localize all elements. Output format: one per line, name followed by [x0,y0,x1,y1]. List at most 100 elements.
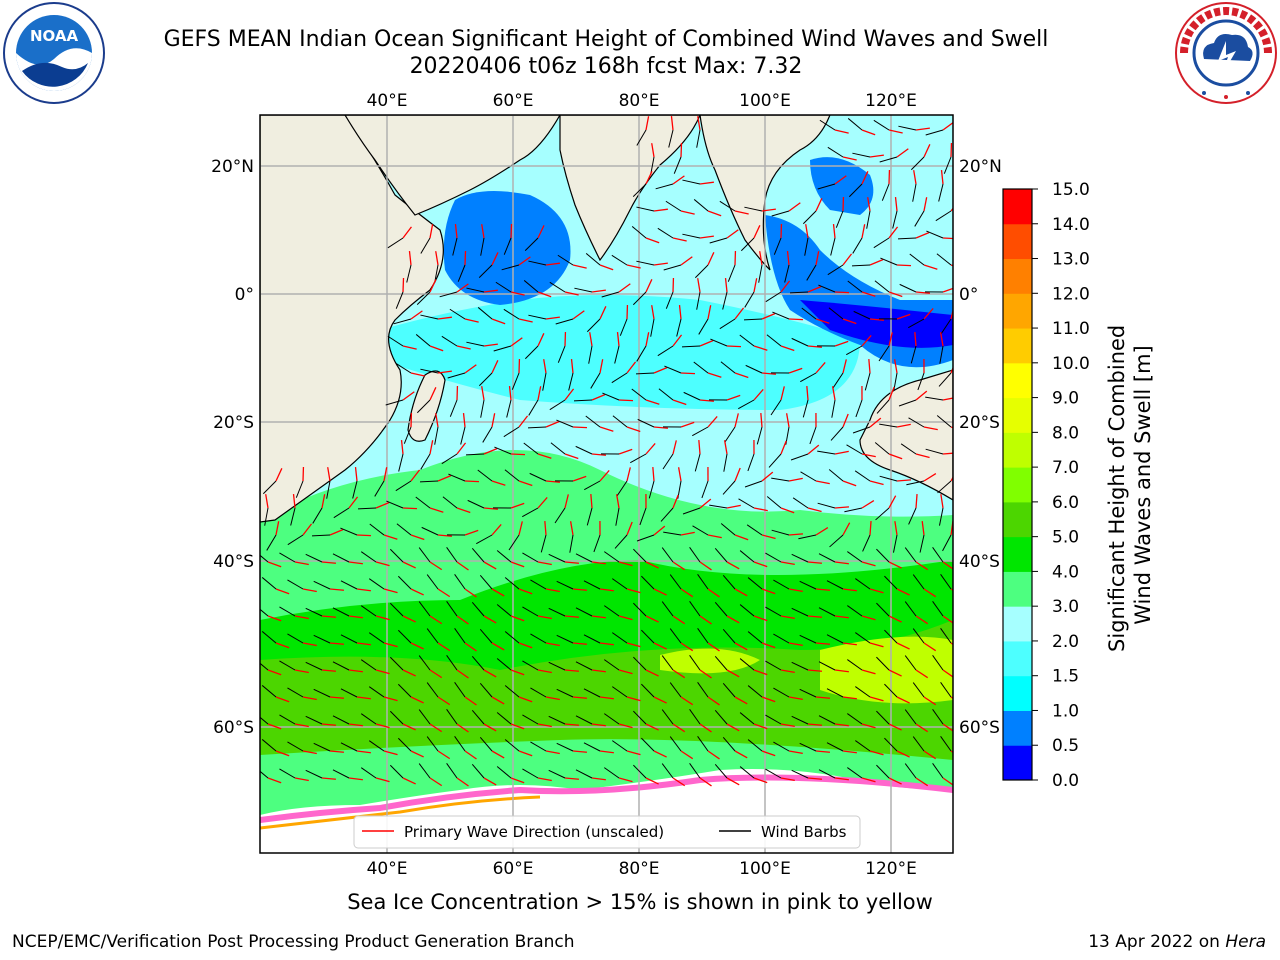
wave-direction-arrow [491,588,505,597]
wind-barb [454,628,466,644]
wave-direction-arrow [942,287,953,293]
colorbar-segment [1003,745,1032,781]
wave-direction-arrow [760,412,763,428]
wave-direction-arrow [861,335,872,347]
wind-barb [326,480,331,499]
wind-barb [385,399,404,406]
wave-direction-arrow [815,696,831,699]
wind-barb [340,742,358,752]
wave-direction-arrow [915,291,931,294]
wave-direction-arrow [834,723,849,727]
wind-barb [727,264,736,282]
wind-barb [395,362,412,374]
wave-direction-arrow [734,642,748,651]
wave-direction-arrow [815,362,826,374]
wind-barb [692,426,709,437]
wave-direction-arrow [869,750,884,756]
wind-barb [636,345,647,362]
wave-direction-arrow [915,493,918,509]
wind-barb [290,507,296,526]
chart-legend: Primary Wave Direction (unscaled) Wind B… [353,815,861,849]
wave-direction-arrow [483,561,497,570]
wind-barb [426,682,439,698]
wave-low-scs [810,157,874,215]
colorbar-segment [1003,571,1032,607]
wind-barb [932,601,944,617]
chart-title: GEFS MEAN Indian Ocean Significant Heigh… [163,27,1049,52]
wave-direction-arrow [888,669,902,677]
wave-direction-arrow [807,345,823,348]
wind-barb [765,606,782,617]
wave-direction-arrow [375,501,390,509]
wave-direction-arrow [572,642,588,645]
colorbar-tick-label: 12.0 [1052,284,1090,304]
wind-barb [496,766,512,779]
wind-barb [454,682,466,698]
wave-direction-arrow [788,367,803,374]
bottom-tick-label: 120°E [865,859,917,879]
wind-barb [791,337,809,347]
wind-barb [932,547,944,563]
wave-direction-arrow [410,750,424,758]
wind-barb [476,534,493,545]
left-tick-label: 60°S [213,718,254,738]
wave-direction-arrow [618,399,634,402]
wave-direction-arrow [734,210,749,215]
wave-direction-arrow [572,426,588,429]
wave-direction-arrow [626,642,641,648]
noaa-logo-text: NOAA [30,27,79,45]
wave-direction-arrow [491,696,505,705]
wind-barb [333,507,350,519]
wave-direction-arrow [464,750,477,760]
wind-barb [426,574,439,590]
wind-barb [420,368,439,374]
wind-barb [633,764,647,779]
wind-barb [866,210,871,229]
wind-barb [817,450,836,455]
wave-direction-arrow [939,332,944,347]
top-tick-label: 80°E [619,91,660,111]
wave-direction-arrow [410,588,424,596]
wind-barb [496,712,512,725]
wind-barb [773,633,790,644]
footer-credit: NCEP/EMC/Verification Post Processing Pr… [12,932,575,952]
wind-barb [851,264,871,267]
wind-barb [744,291,755,308]
wind-barb [261,685,277,698]
wave-direction-arrow [869,520,872,536]
footer-date-text: 13 Apr 2022 on [1088,932,1226,952]
land-arabia [344,115,561,216]
wave-direction-arrow [888,495,897,509]
wind-barb [504,577,520,590]
wave-direction-arrow [761,696,776,703]
wave-direction-arrow [780,615,795,620]
wave-direction-arrow [537,777,552,782]
wave-direction-arrow [680,696,694,706]
wave-direction-arrow [726,394,741,401]
wind-barb [864,372,871,391]
wind-barb [904,601,917,617]
wave-direction-arrow [726,504,741,509]
wind-barb [387,335,404,347]
wave-direction-arrow [348,777,363,781]
wind-barb [669,736,682,752]
wind-barb [418,655,431,671]
wind-barb [590,372,601,389]
wave-direction-arrow [572,588,588,591]
wind-barb [508,534,520,551]
wind-barb [893,534,898,553]
wave-direction-arrow [510,561,525,568]
wave-direction-arrow [788,696,803,701]
wind-barb [568,372,574,391]
wave-direction-arrow [537,497,548,509]
wind-barb [878,345,890,362]
wave-direction-arrow [672,399,687,406]
sea-ice-edge-inner [260,795,541,830]
bottom-tick-label: 80°E [619,859,660,879]
wave-direction-arrow [807,615,823,618]
wind-barb [739,334,755,347]
wind-barb [874,280,890,293]
wind-barb [360,713,377,725]
wind-barb [262,480,277,495]
wind-barb [616,480,628,497]
